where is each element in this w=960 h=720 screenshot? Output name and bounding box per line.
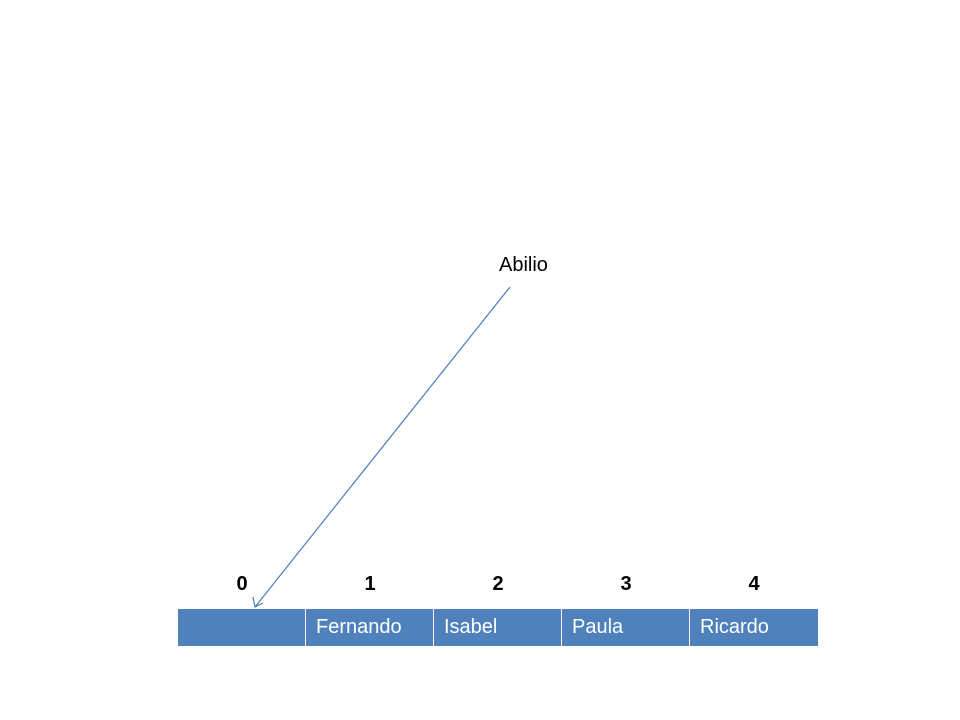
array-cell: Fernando [306, 609, 434, 646]
array-row: Fernando Isabel Paula Ricardo [178, 609, 818, 646]
arrow-head [252, 596, 264, 608]
array-cell: Paula [562, 609, 690, 646]
index-label: 4 [748, 573, 760, 595]
array-cell-empty [178, 609, 306, 646]
arrow-line [254, 286, 511, 608]
index-label: 3 [620, 573, 632, 595]
index-label: 1 [364, 573, 376, 595]
new-item-label: Abilio [499, 254, 548, 276]
index-label: 2 [492, 573, 504, 595]
array-cell: Isabel [434, 609, 562, 646]
index-label: 0 [236, 573, 248, 595]
array-cell: Ricardo [690, 609, 818, 646]
index-row: 0 1 2 3 4 [178, 571, 818, 597]
